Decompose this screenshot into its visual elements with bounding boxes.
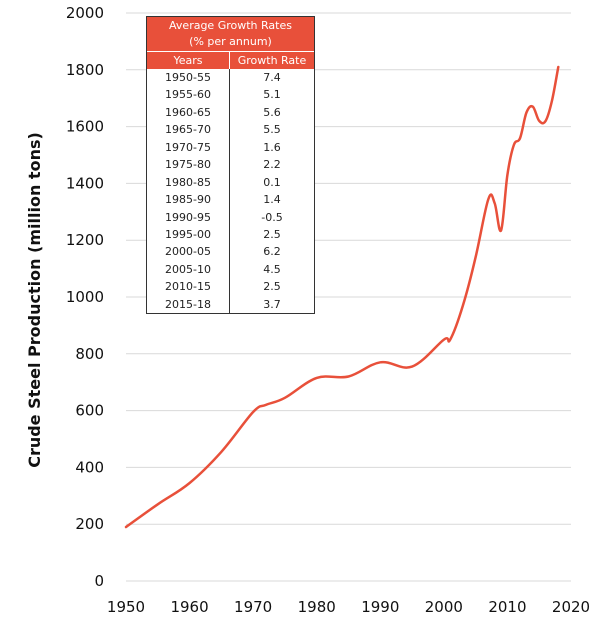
table-cell-growth-rate: 4.5 <box>263 262 281 276</box>
table-cell-growth-rate: 2.5 <box>263 280 281 294</box>
x-tick-label: 1970 <box>234 598 272 616</box>
y-tick-label: 2000 <box>66 4 104 22</box>
table-cell-years: 1965-70 <box>147 121 230 139</box>
table-subtitle: (% per annum) <box>189 35 272 48</box>
table-row: 1975-80 2.2 <box>147 156 314 174</box>
table-cell-growth-rate: 5.1 <box>263 88 281 102</box>
table-row: 1985-90 1.4 <box>147 191 314 209</box>
y-tick-label: 400 <box>75 458 104 476</box>
table-cell-years: 1970-75 <box>147 138 230 157</box>
x-tick-label: 2000 <box>425 598 463 616</box>
table-cell-years: 1980-85 <box>147 173 230 192</box>
table-row: 2005-10 4.5 <box>147 260 314 279</box>
table-cell-years: 1950-55 <box>147 69 230 87</box>
table-body: 1950-55 7.4 1955-60 5.1 1960-65 5.6 1965-70 5.5… <box>147 69 314 314</box>
table-cell-growth-rate: 6.2 <box>263 245 281 259</box>
table-row: 1965-70 5.5 <box>147 121 314 139</box>
table-cell-growth-rate: 5.6 <box>263 105 281 119</box>
table-row: 1970-75 1.6 <box>147 138 314 157</box>
table-cell-growth-rate: 1.6 <box>263 140 281 154</box>
table-header: Years Growth Rate <box>147 52 314 69</box>
table-cell-years: 2010-15 <box>147 278 230 296</box>
x-tick-label: 1950 <box>107 598 145 616</box>
table-cell-years: 1955-60 <box>147 86 230 104</box>
x-tick-label: 2020 <box>552 598 590 616</box>
table-row: 1950-55 7.4 <box>147 69 314 87</box>
table-title: Average Growth Rates <box>169 19 292 32</box>
y-tick-label: 600 <box>75 402 104 420</box>
y-tick-label: 1800 <box>66 61 104 79</box>
x-tick-label: 1990 <box>361 598 399 616</box>
table-cell-years: 1975-80 <box>147 156 230 174</box>
y-tick-label: 1000 <box>66 288 104 306</box>
x-tick-label: 1960 <box>170 598 208 616</box>
table-cell-growth-rate: 2.5 <box>263 227 281 241</box>
y-tick-label: 200 <box>75 515 104 533</box>
y-axis-label: Crude Steel Production (million tons) <box>25 132 44 468</box>
table-cell-growth-rate: 0.1 <box>263 175 281 189</box>
table-row: 2015-18 3.7 <box>147 295 314 314</box>
y-tick-label: 0 <box>94 572 104 590</box>
y-tick-label: 800 <box>75 345 104 363</box>
table-cell-years: 1960-65 <box>147 103 230 122</box>
table-row: 1960-65 5.6 <box>147 103 314 122</box>
table-cell-growth-rate: 5.5 <box>263 123 281 137</box>
table-cell-years: 2015-18 <box>147 295 230 314</box>
x-tick-label: 1980 <box>298 598 336 616</box>
table-cell-years: 1995-00 <box>147 225 230 244</box>
table-row: 1995-00 2.5 <box>147 225 314 244</box>
x-tick-label: 2010 <box>488 598 526 616</box>
table-cell-years: 1985-90 <box>147 191 230 209</box>
table-cell-growth-rate: 3.7 <box>263 297 281 311</box>
table-row: 1990-95 -0.5 <box>147 208 314 226</box>
table-row: 1955-60 5.1 <box>147 86 314 104</box>
table-cell-years: 2000-05 <box>147 243 230 261</box>
table-row: 2010-15 2.5 <box>147 278 314 296</box>
y-axis-ticks: 0 200 400 600 800 1000 1200 1400 1600 1800 2000 <box>66 4 104 590</box>
table-caption: Average Growth Rates (% per annum) <box>147 17 314 51</box>
table-cell-growth-rate: 2.2 <box>263 158 281 172</box>
table-cell-years: 2005-10 <box>147 260 230 279</box>
table-cell-growth-rate: -0.5 <box>261 210 283 224</box>
y-tick-label: 1400 <box>66 174 104 192</box>
column-header-growth-rate: Growth Rate <box>237 54 307 67</box>
table-cell-years: 1990-95 <box>147 208 230 226</box>
table-row: 2000-05 6.2 <box>147 243 314 261</box>
table-cell-growth-rate: 1.4 <box>263 193 281 207</box>
growth-rate-table: Average Growth Rates (% per annum) Years… <box>146 16 315 315</box>
y-tick-label: 1200 <box>66 231 104 249</box>
table-cell-growth-rate: 7.4 <box>263 71 281 84</box>
production-line <box>124 65 560 529</box>
column-header-years: Years <box>147 52 230 69</box>
x-axis-ticks: 1950 1960 1970 1980 1990 2000 2010 2020 <box>107 598 590 616</box>
table-row: 1980-85 0.1 <box>147 173 314 192</box>
y-tick-label: 1600 <box>66 118 104 136</box>
